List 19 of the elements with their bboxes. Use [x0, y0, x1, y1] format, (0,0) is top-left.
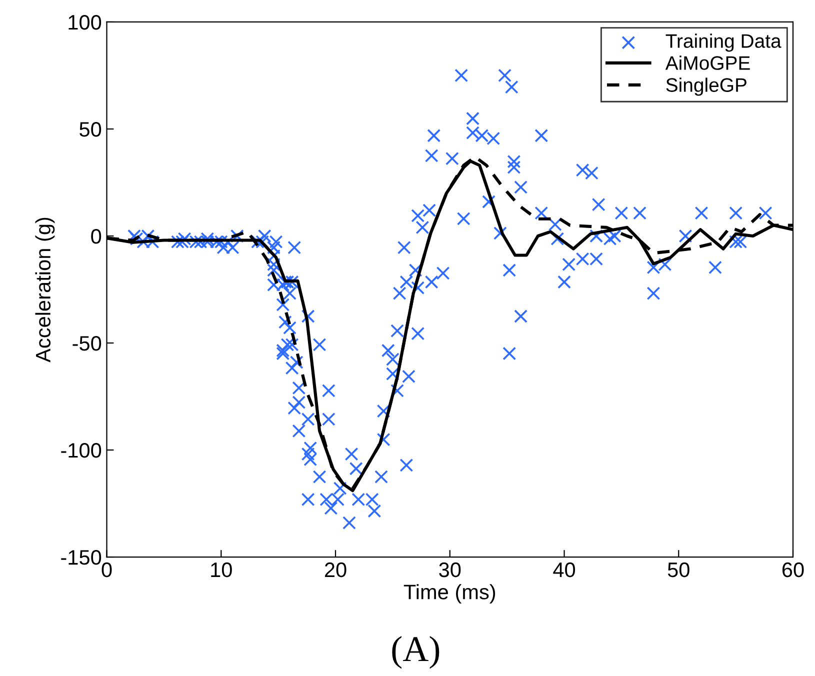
- x-tick-label: 50: [668, 562, 690, 578]
- x-tick-label: 20: [324, 562, 346, 578]
- x-tick-label: 10: [211, 562, 232, 578]
- text: (A): [392, 636, 440, 669]
- y-tick-label: -100: [61, 443, 102, 458]
- x-tick-label: 30: [439, 562, 461, 578]
- y-tick-label: 0: [91, 228, 102, 244]
- legend-label: Training Data: [666, 34, 782, 52]
- legend-label: AiMoGPE: [665, 56, 750, 70]
- legend-label: SingleGP: [666, 78, 746, 96]
- y-tick-label: 50: [80, 122, 102, 137]
- y-axis-title: Acceleration (g): [35, 218, 55, 362]
- y-tick-label: -150: [61, 550, 102, 565]
- y-tick-label: -50: [72, 336, 102, 351]
- x-tick-label: 40: [553, 562, 576, 578]
- x-tick-label: 0: [102, 562, 112, 578]
- x-tick-label: 60: [782, 562, 804, 578]
- y-tick-label: 100: [68, 14, 102, 30]
- x-axis-title: Time (ms): [404, 584, 496, 604]
